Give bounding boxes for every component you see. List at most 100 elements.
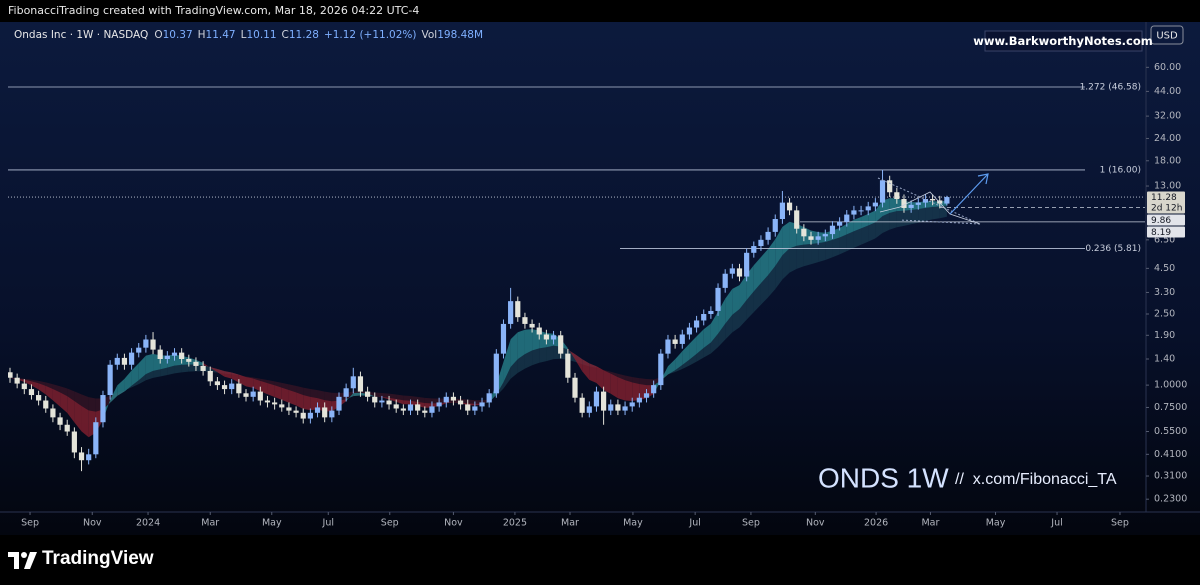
ma-ribbon-outer — [539, 347, 547, 363]
ma-ribbon-outer — [410, 396, 418, 402]
ma-ribbon-outer — [839, 234, 847, 255]
ma-ribbon — [10, 377, 18, 380]
candle-body — [364, 391, 371, 397]
ma-ribbon — [210, 367, 218, 373]
ma-ribbon — [617, 377, 626, 401]
candle-body — [858, 210, 864, 212]
ma-ribbon-outer — [324, 391, 332, 402]
y-tick-label: 1.0000 — [1154, 380, 1187, 391]
ma-ribbon-outer — [396, 394, 404, 401]
candle-body — [479, 402, 485, 407]
candle-body — [679, 334, 685, 344]
ma-ribbon-outer — [310, 389, 318, 399]
currency[interactable]: USD — [1156, 31, 1178, 42]
overlay: USD www.BarkworthyNotes.com ONDS 1W // x… — [818, 25, 1184, 493]
ma-ribbon — [582, 359, 590, 380]
ma-ribbon — [839, 223, 847, 238]
x-tick-label: 2024 — [136, 518, 160, 529]
ma-ribbon-outer — [167, 365, 175, 376]
candle-body — [801, 228, 807, 237]
ma-ribbon — [725, 288, 733, 324]
ma-ribbon — [389, 397, 397, 402]
ma-ribbon-outer — [710, 333, 719, 354]
price-tag — [1147, 191, 1185, 214]
candle-body — [300, 412, 306, 419]
ma-ribbon-outer — [389, 393, 397, 399]
ma-ribbon — [274, 385, 282, 400]
candle-body — [86, 454, 92, 461]
ma-ribbon — [675, 351, 683, 371]
candle-body — [236, 383, 242, 394]
ma-ribbon-outer — [417, 396, 425, 404]
ma-ribbon-outer — [81, 394, 89, 411]
arrow-head — [977, 173, 989, 185]
ma-ribbon-outer — [296, 385, 304, 396]
candle-body — [314, 407, 321, 413]
y-tick-label: 18.00 — [1154, 155, 1181, 166]
candle-body — [43, 400, 49, 409]
candle-body — [579, 397, 585, 413]
ma-ribbon — [925, 201, 933, 208]
ma-ribbon — [396, 398, 404, 405]
ma-ribbon-outer — [524, 350, 533, 369]
candle-body — [121, 357, 128, 365]
ohlc-item: O10.37 — [154, 29, 192, 41]
candle-body — [851, 210, 857, 215]
candle-body — [822, 234, 828, 237]
ma-ribbon-outer — [603, 369, 611, 374]
ma-ribbon-outer — [45, 382, 53, 389]
x-tick-label: May — [262, 518, 282, 529]
ma-ribbon — [217, 369, 225, 377]
ma-ribbon — [303, 395, 311, 411]
ma-ribbon-outer — [675, 365, 683, 373]
ma-ribbon-outer — [803, 244, 812, 267]
candle-body — [28, 389, 35, 396]
candle-body — [629, 402, 635, 407]
ma-ribbon — [81, 406, 89, 438]
ma-ribbon-outer — [503, 366, 511, 389]
ohlc-key: L — [240, 29, 247, 41]
candle-body — [500, 323, 507, 354]
ma-ribbon — [596, 366, 604, 390]
x-tick-label: Jul — [322, 518, 334, 529]
candle-body — [708, 310, 714, 314]
ma-ribbon-outer — [381, 392, 390, 398]
price-tag-label: 8.19 — [1151, 228, 1171, 238]
ma-ribbon — [524, 329, 533, 355]
x-tick-label: Nov — [83, 518, 102, 529]
currency-button[interactable] — [1150, 25, 1184, 45]
x-tick-label: Jul — [688, 518, 700, 529]
ma-ribbon — [145, 353, 154, 375]
ohlc-item: C11.28 — [282, 29, 319, 41]
candle-body — [765, 231, 771, 240]
candle-body — [179, 352, 185, 360]
ma-ribbon-outer — [467, 399, 475, 404]
y-tick-label: 32.00 — [1154, 111, 1181, 122]
candle-body — [894, 192, 900, 200]
y-tick-label: 13.00 — [1154, 181, 1181, 192]
candle-body — [436, 402, 442, 407]
ma-ribbon-outer — [667, 370, 676, 375]
candle-body — [615, 404, 621, 411]
ma-ribbon — [853, 216, 862, 232]
candle-body — [779, 202, 786, 220]
website: www.BarkworthyNotes.com — [973, 34, 1152, 48]
x-tick-label: Nov — [806, 518, 825, 529]
ma-ribbon-outer — [625, 375, 633, 383]
plot — [8, 86, 1145, 472]
candle-body — [250, 391, 256, 397]
ma-ribbon — [138, 355, 146, 381]
ma-ribbon — [117, 378, 125, 396]
y-tick-label: 44.00 — [1154, 86, 1181, 97]
ma-ribbon — [861, 213, 869, 229]
candle-body — [636, 397, 642, 403]
candle-body — [701, 313, 707, 321]
candle-body — [372, 396, 378, 403]
ma-ribbon-outer — [903, 210, 912, 226]
candle-body — [786, 202, 793, 211]
ma-ribbon — [739, 274, 747, 310]
candle-body — [522, 317, 528, 324]
ma-ribbon — [246, 376, 254, 388]
ma-ribbon-outer — [317, 390, 325, 401]
legend: Ondas Inc · 1W · NASDAQ O10.37 H11.47 L10.… — [14, 29, 483, 41]
